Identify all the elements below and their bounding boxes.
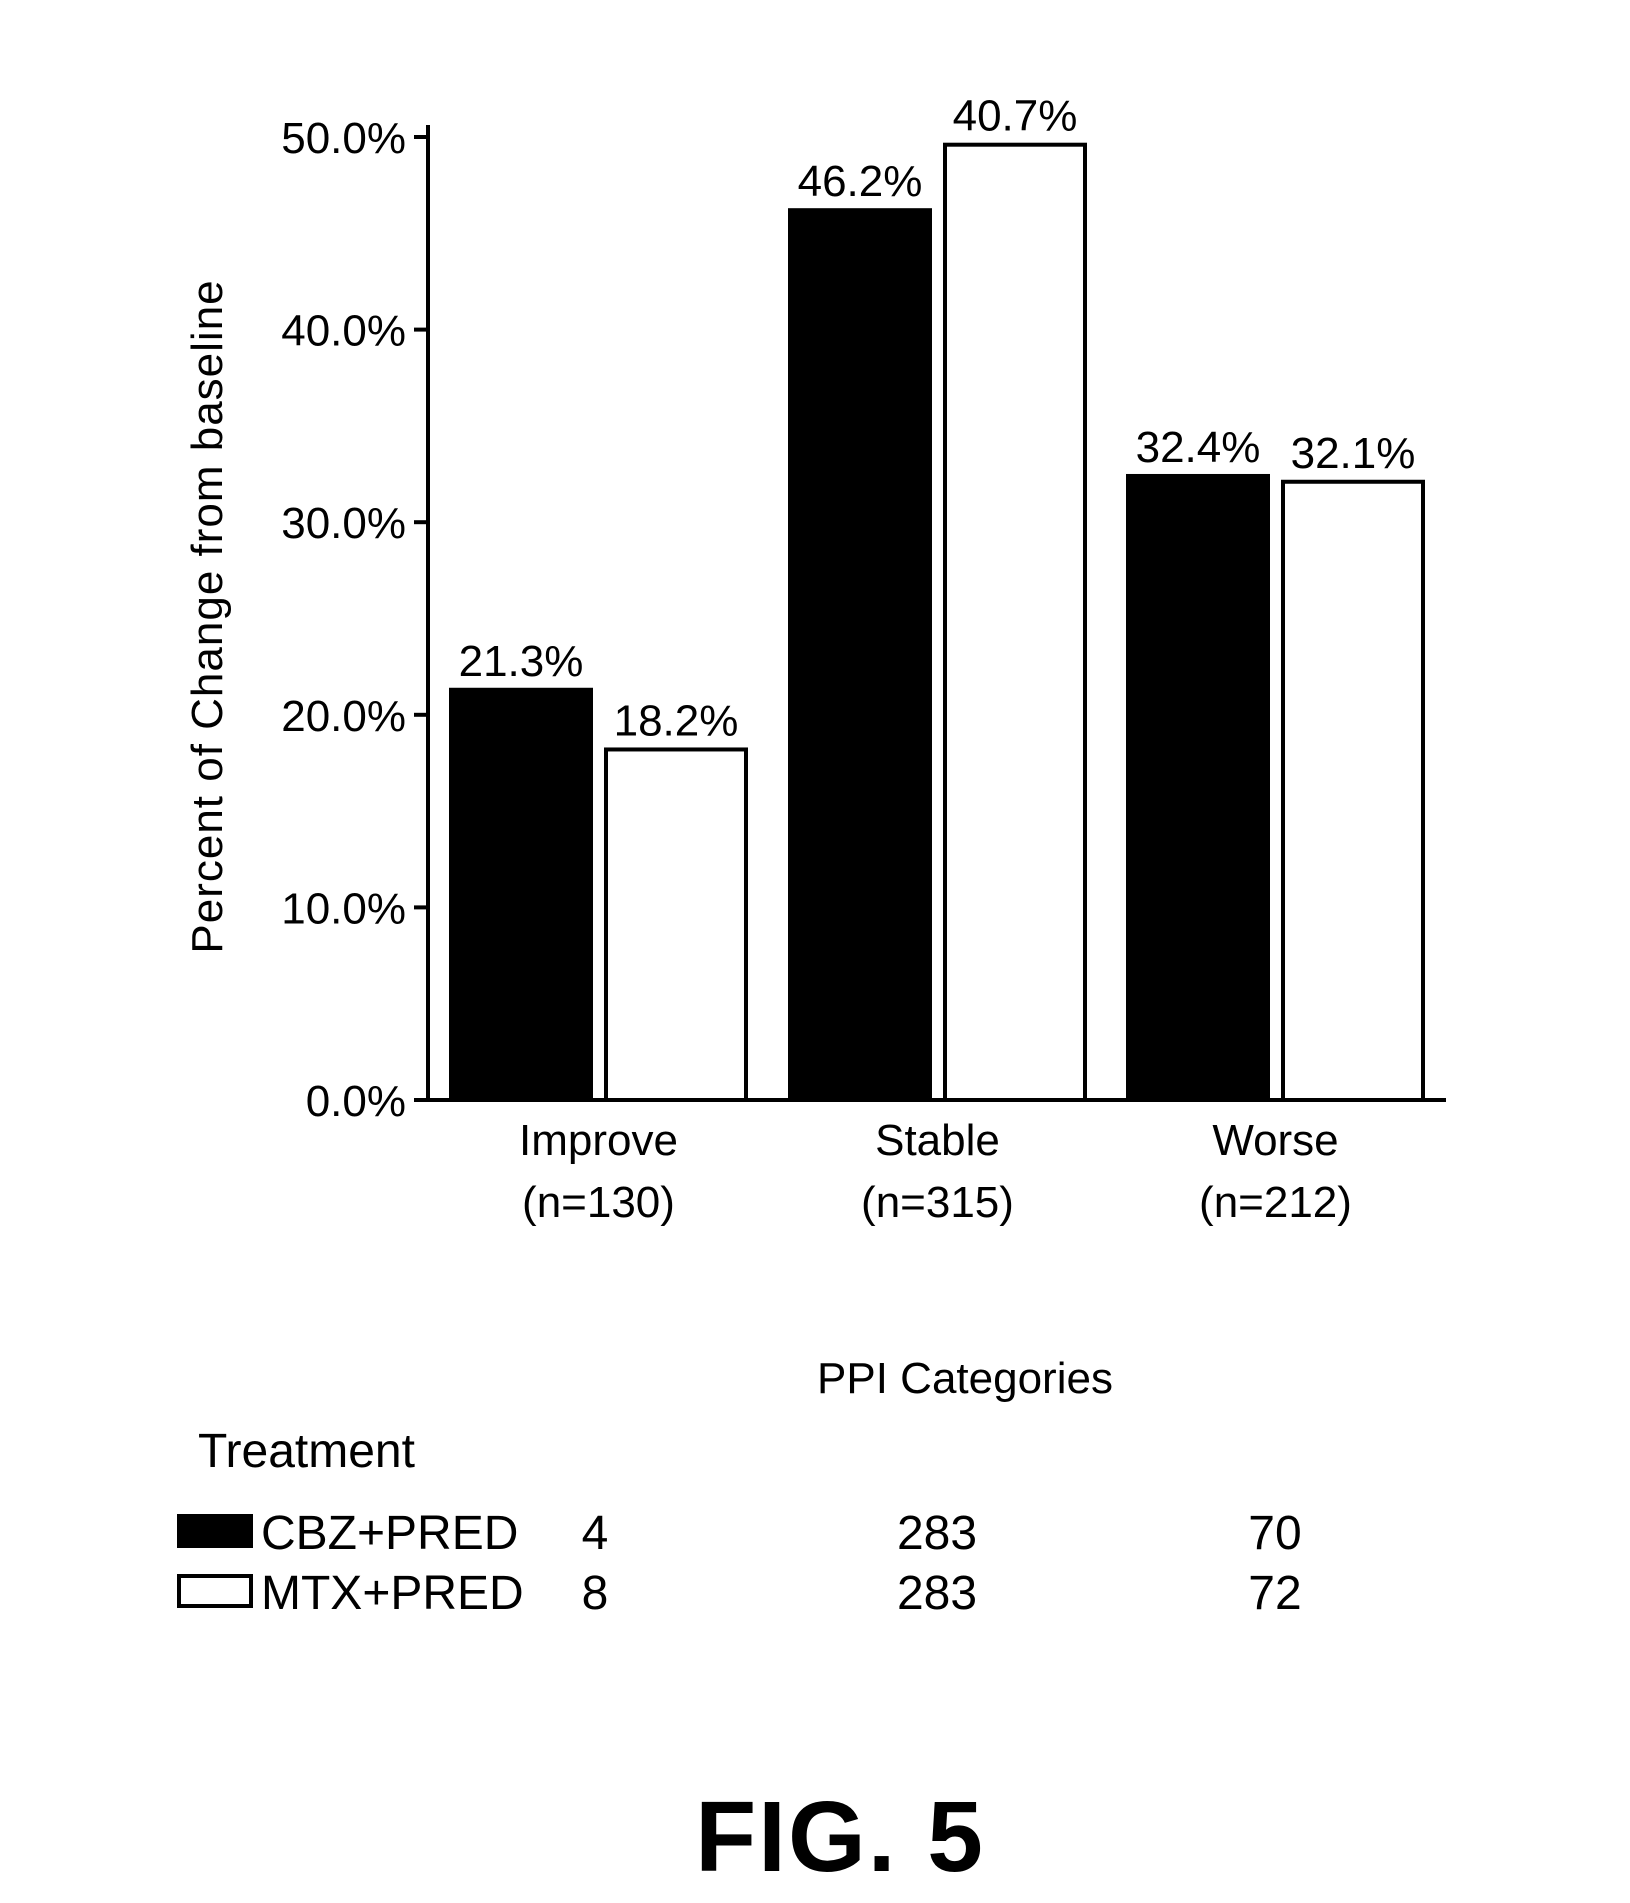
y-tick-label: 10.0% xyxy=(281,884,406,933)
legend-swatch-white xyxy=(177,1574,253,1608)
bar xyxy=(788,208,932,1103)
count-cell: 283 xyxy=(896,1567,978,1620)
bar xyxy=(1126,473,1270,1102)
y-tick-label: 30.0% xyxy=(281,499,406,548)
bar xyxy=(604,747,748,1103)
legend-series-name: MTX+PRED xyxy=(261,1567,524,1620)
legend-series-name: CBZ+PRED xyxy=(261,1507,519,1560)
bar-value-label: 46.2% xyxy=(798,157,923,206)
x-category-label: Improve xyxy=(519,1116,678,1165)
x-category-label: Stable xyxy=(875,1116,1000,1165)
y-axis-title: Percent of Change from baseline xyxy=(183,279,232,953)
x-category-label: Worse xyxy=(1212,1116,1338,1165)
bar-value-label: 32.1% xyxy=(1291,429,1416,478)
x-category-label: (n=315) xyxy=(861,1178,1014,1227)
bar xyxy=(943,142,1087,1103)
bar-value-label: 21.3% xyxy=(459,637,584,686)
bar-chart: 0.0% 10.0% 20.0% 30.0% 40.0% 50.0% Percent of … xyxy=(183,92,1446,1227)
bar-value-label: 40.7% xyxy=(953,92,1078,141)
x-category-label: (n=130) xyxy=(522,1178,675,1227)
legend-header: Treatment xyxy=(198,1425,415,1478)
count-cell: 283 xyxy=(896,1507,978,1560)
y-tick-label: 40.0% xyxy=(281,307,406,356)
figure-label: FIG. 5 xyxy=(695,1781,985,1893)
count-cell: 70 xyxy=(1248,1507,1302,1560)
legend-swatch-black xyxy=(177,1514,253,1548)
y-tick-label: 0.0% xyxy=(306,1077,406,1126)
bar-value-label: 32.4% xyxy=(1136,423,1261,472)
bar-value-label: 18.2% xyxy=(614,696,739,745)
y-tick-label: 20.0% xyxy=(281,692,406,741)
table-title: PPI Categories xyxy=(817,1354,1113,1403)
bar xyxy=(1281,479,1425,1102)
count-cell: 4 xyxy=(581,1507,609,1560)
count-cell: 72 xyxy=(1248,1567,1302,1620)
x-category-label: (n=212) xyxy=(1199,1178,1352,1227)
bar xyxy=(449,687,593,1103)
count-cell: 8 xyxy=(581,1567,609,1620)
y-tick-label: 50.0% xyxy=(281,114,406,163)
